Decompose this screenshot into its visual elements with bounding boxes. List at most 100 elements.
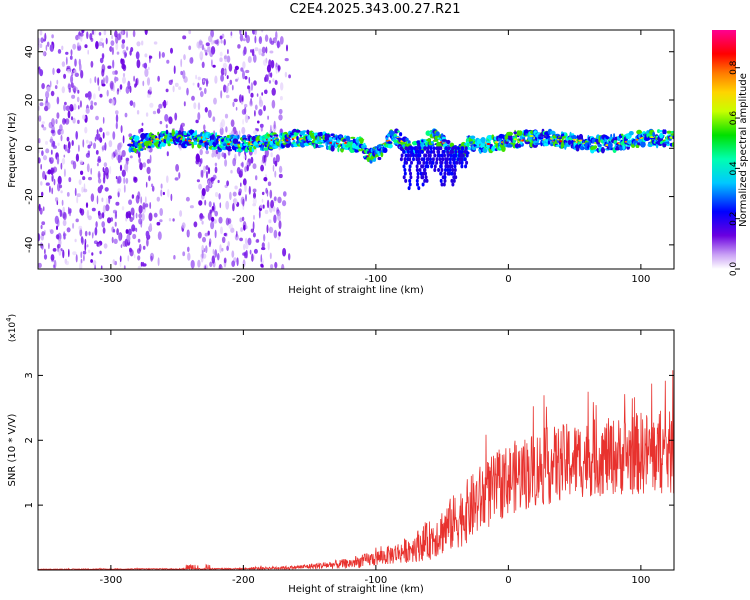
- ridge-mark: [657, 129, 661, 134]
- noise-speckle: [258, 48, 262, 56]
- ridge-streak: [399, 146, 403, 151]
- noise-speckle: [79, 63, 82, 72]
- noise-speckle: [135, 78, 138, 87]
- noise-speckle: [77, 119, 80, 124]
- ridge-mark: [666, 130, 672, 134]
- noise-speckle: [80, 69, 84, 79]
- noise-speckle: [252, 197, 257, 205]
- noise-speckle: [144, 203, 149, 208]
- noise-speckle: [284, 71, 288, 78]
- noise-speckle: [44, 248, 46, 255]
- noise-speckle: [68, 177, 72, 183]
- snr-xlabel: Height of straight line (km): [288, 584, 424, 595]
- ridge-streak: [443, 175, 447, 180]
- noise-speckle: [142, 202, 146, 210]
- noise-speckle: [115, 110, 119, 115]
- noise-speckle: [252, 188, 257, 193]
- noise-speckle: [247, 85, 250, 90]
- noise-speckle: [158, 51, 161, 59]
- noise-speckle: [127, 80, 131, 90]
- noise-speckle: [95, 115, 99, 121]
- noise-speckle: [105, 131, 110, 136]
- noise-speckle: [156, 108, 161, 114]
- noise-speckle: [75, 218, 79, 223]
- ridge-mark: [551, 131, 556, 136]
- noise-speckle: [278, 165, 283, 173]
- noise-speckle: [225, 126, 228, 133]
- noise-speckle: [95, 41, 99, 50]
- noise-speckle: [215, 149, 219, 155]
- noise-speckle: [38, 262, 42, 268]
- noise-speckle: [52, 67, 55, 75]
- noise-speckle: [50, 129, 55, 134]
- spec-ytick-label: 20: [24, 94, 35, 107]
- noise-speckle: [218, 216, 223, 224]
- noise-speckle: [116, 228, 119, 236]
- ridge-streak: [448, 171, 452, 176]
- noise-speckle: [127, 255, 130, 262]
- ridge-streak: [431, 157, 435, 162]
- noise-speckle: [201, 61, 205, 68]
- noise-speckle: [85, 202, 89, 209]
- noise-speckle: [135, 212, 138, 219]
- noise-speckle: [253, 192, 256, 200]
- noise-speckle: [109, 166, 112, 175]
- noise-speckle: [230, 169, 233, 174]
- noise-speckle: [267, 241, 270, 251]
- noise-speckle: [142, 263, 147, 267]
- noise-speckle: [65, 56, 68, 65]
- noise-speckle: [219, 244, 222, 254]
- noise-speckle: [149, 154, 152, 164]
- noise-speckle: [198, 162, 201, 166]
- noise-speckle: [86, 163, 90, 173]
- noise-speckle: [105, 75, 109, 84]
- ridge-streak: [418, 153, 422, 158]
- noise-speckle: [159, 208, 163, 216]
- noise-speckle: [41, 121, 45, 125]
- noise-speckle: [261, 30, 264, 33]
- noise-speckle: [257, 120, 260, 124]
- noise-speckle: [245, 242, 249, 250]
- ridge-mark: [328, 137, 333, 140]
- noise-speckle: [49, 185, 51, 193]
- noise-speckle: [252, 203, 257, 207]
- noise-speckle: [157, 257, 160, 266]
- ridge-mark: [382, 147, 388, 153]
- noise-speckle: [73, 103, 77, 111]
- noise-speckle: [265, 46, 268, 54]
- noise-speckle: [102, 176, 106, 184]
- noise-speckle: [244, 114, 249, 124]
- ridge-streak: [417, 149, 421, 154]
- noise-speckle: [75, 254, 78, 263]
- ridge-streak: [414, 149, 418, 154]
- noise-speckle: [140, 196, 143, 204]
- ridge-mark: [567, 139, 572, 145]
- ridge-mark: [502, 134, 505, 140]
- noise-speckle: [212, 64, 216, 68]
- noise-speckle: [234, 185, 238, 190]
- ridge-mark: [577, 135, 584, 141]
- noise-speckle: [252, 163, 257, 170]
- noise-speckle: [51, 176, 54, 182]
- noise-speckle: [187, 230, 190, 237]
- ridge-streak: [437, 149, 441, 154]
- noise-speckle: [78, 179, 82, 186]
- noise-speckle: [272, 78, 275, 83]
- noise-speckle: [249, 249, 252, 255]
- noise-speckle: [75, 153, 79, 162]
- noise-speckle: [88, 231, 91, 236]
- ridge-streak: [453, 160, 456, 165]
- noise-speckle: [250, 82, 254, 91]
- noise-speckle: [103, 77, 105, 85]
- ridge-streak: [442, 182, 446, 187]
- noise-speckle: [172, 85, 175, 93]
- ridge-mark: [670, 130, 674, 134]
- noise-speckle: [73, 86, 78, 92]
- ridge-mark: [261, 144, 264, 151]
- noise-speckle: [94, 76, 97, 83]
- noise-speckle: [71, 140, 74, 146]
- noise-speckle: [211, 255, 215, 264]
- spec-xtick-label: 100: [631, 274, 650, 285]
- noise-speckle: [96, 195, 99, 205]
- noise-speckle: [273, 196, 277, 201]
